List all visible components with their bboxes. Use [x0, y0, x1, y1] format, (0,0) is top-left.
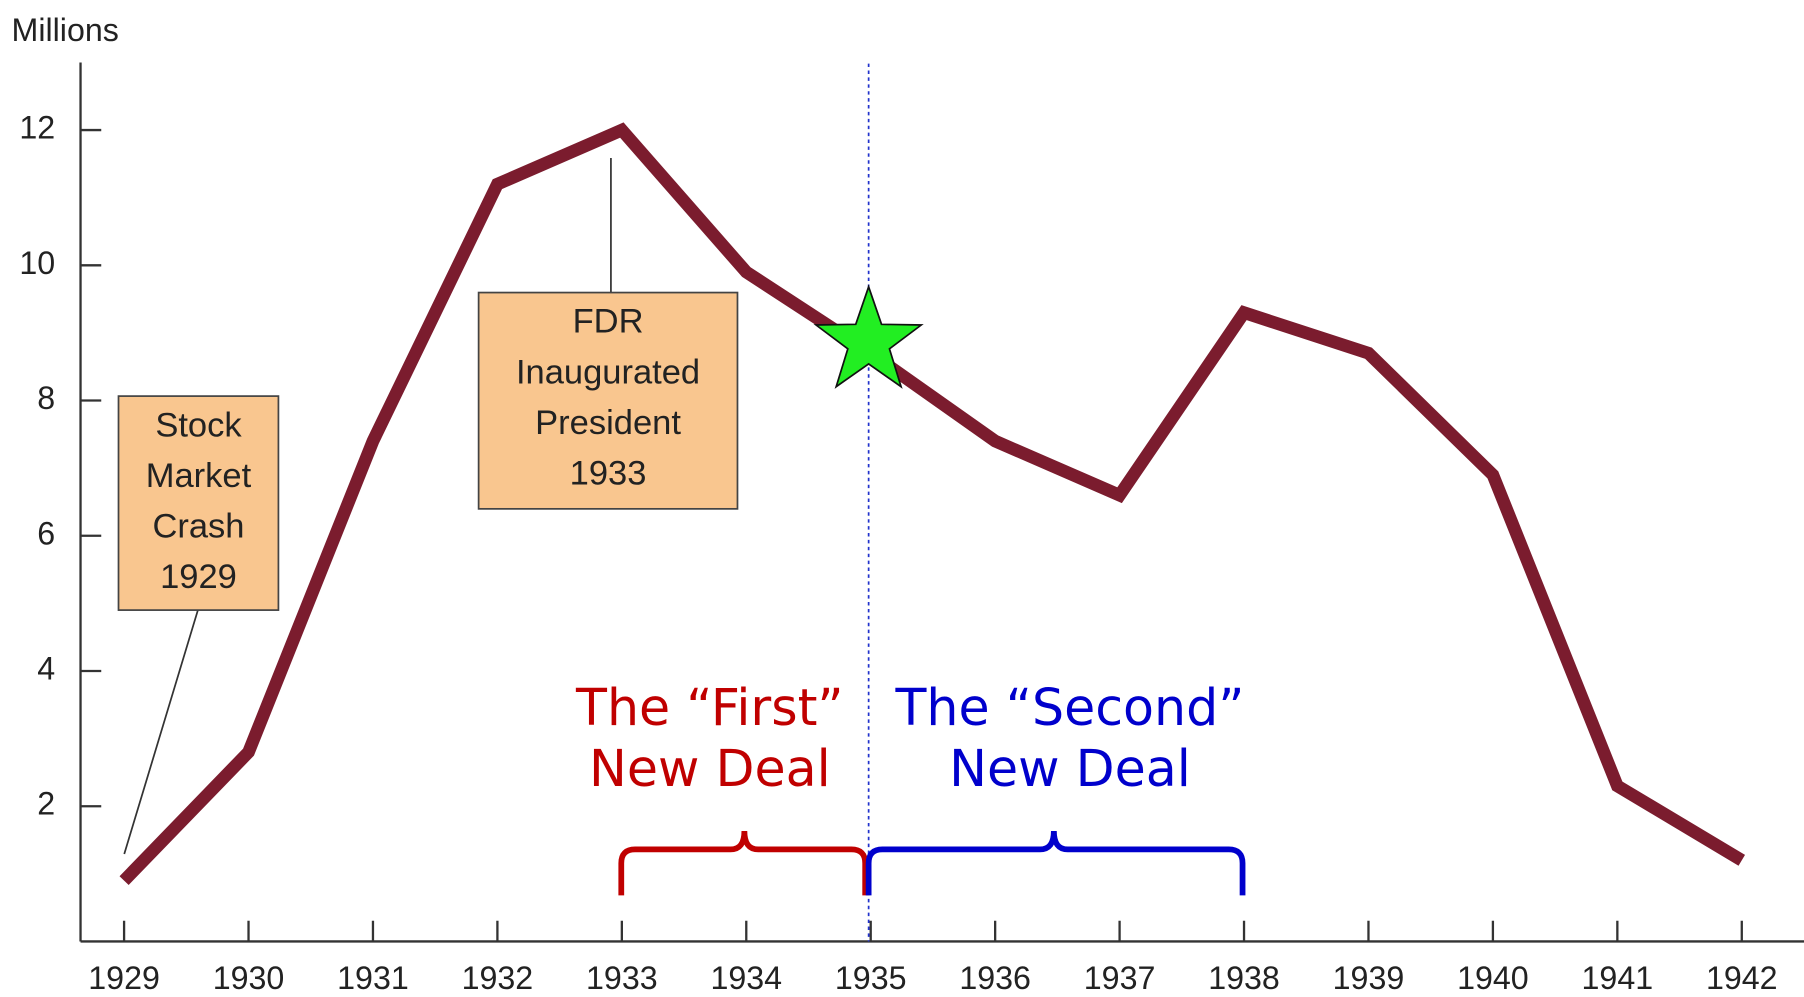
annotation-box [477, 291, 739, 510]
data-line [119, 122, 1746, 885]
x-tick-label: 1940 [1457, 960, 1529, 996]
x-tick-label: 1931 [337, 960, 409, 996]
period-label: New Deal [949, 739, 1191, 798]
star [813, 284, 924, 389]
y-tick-label: 2 [37, 786, 55, 822]
pointer-line [123, 609, 199, 855]
x-tick-label: 1938 [1208, 960, 1280, 996]
annotation-text: 1933 [570, 455, 647, 493]
x-tick-label: 1929 [88, 960, 160, 996]
annotation-text: Inaugurated [516, 353, 700, 391]
x-tick-label: 1941 [1582, 960, 1654, 996]
x-tick-label: 1936 [959, 960, 1031, 996]
y-tick-label: 12 [19, 110, 55, 146]
annotation-text: FDR [573, 303, 644, 341]
x-tick-label: 1933 [586, 960, 658, 996]
y-tick-label: 6 [37, 515, 55, 551]
annotation-text: Stock [155, 406, 242, 444]
brace [618, 830, 869, 896]
annotation-text: 1929 [160, 558, 237, 596]
x-tick-label: 1937 [1084, 960, 1156, 996]
y-tick-label: 10 [19, 245, 55, 281]
annotation-text: Market [146, 457, 252, 495]
y-tick-label: 8 [37, 380, 55, 416]
annotation-text: President [535, 404, 681, 442]
x-tick-label: 1932 [462, 960, 534, 996]
y-axis-label: Millions [12, 12, 119, 48]
x-tick-label: 1934 [710, 960, 782, 996]
annotation-box [117, 395, 280, 611]
period-label: The “First” [575, 678, 844, 737]
period-label: New Deal [589, 739, 831, 798]
annotation-text: Crash [152, 508, 244, 546]
y-tick-label: 4 [37, 651, 55, 687]
x-tick-label: 1935 [835, 960, 907, 996]
x-tick-label: 1939 [1333, 960, 1405, 996]
x-tick-label: 1942 [1706, 960, 1778, 996]
brace [865, 830, 1246, 896]
period-label: The “Second” [895, 678, 1245, 737]
x-tick-label: 1930 [213, 960, 285, 996]
